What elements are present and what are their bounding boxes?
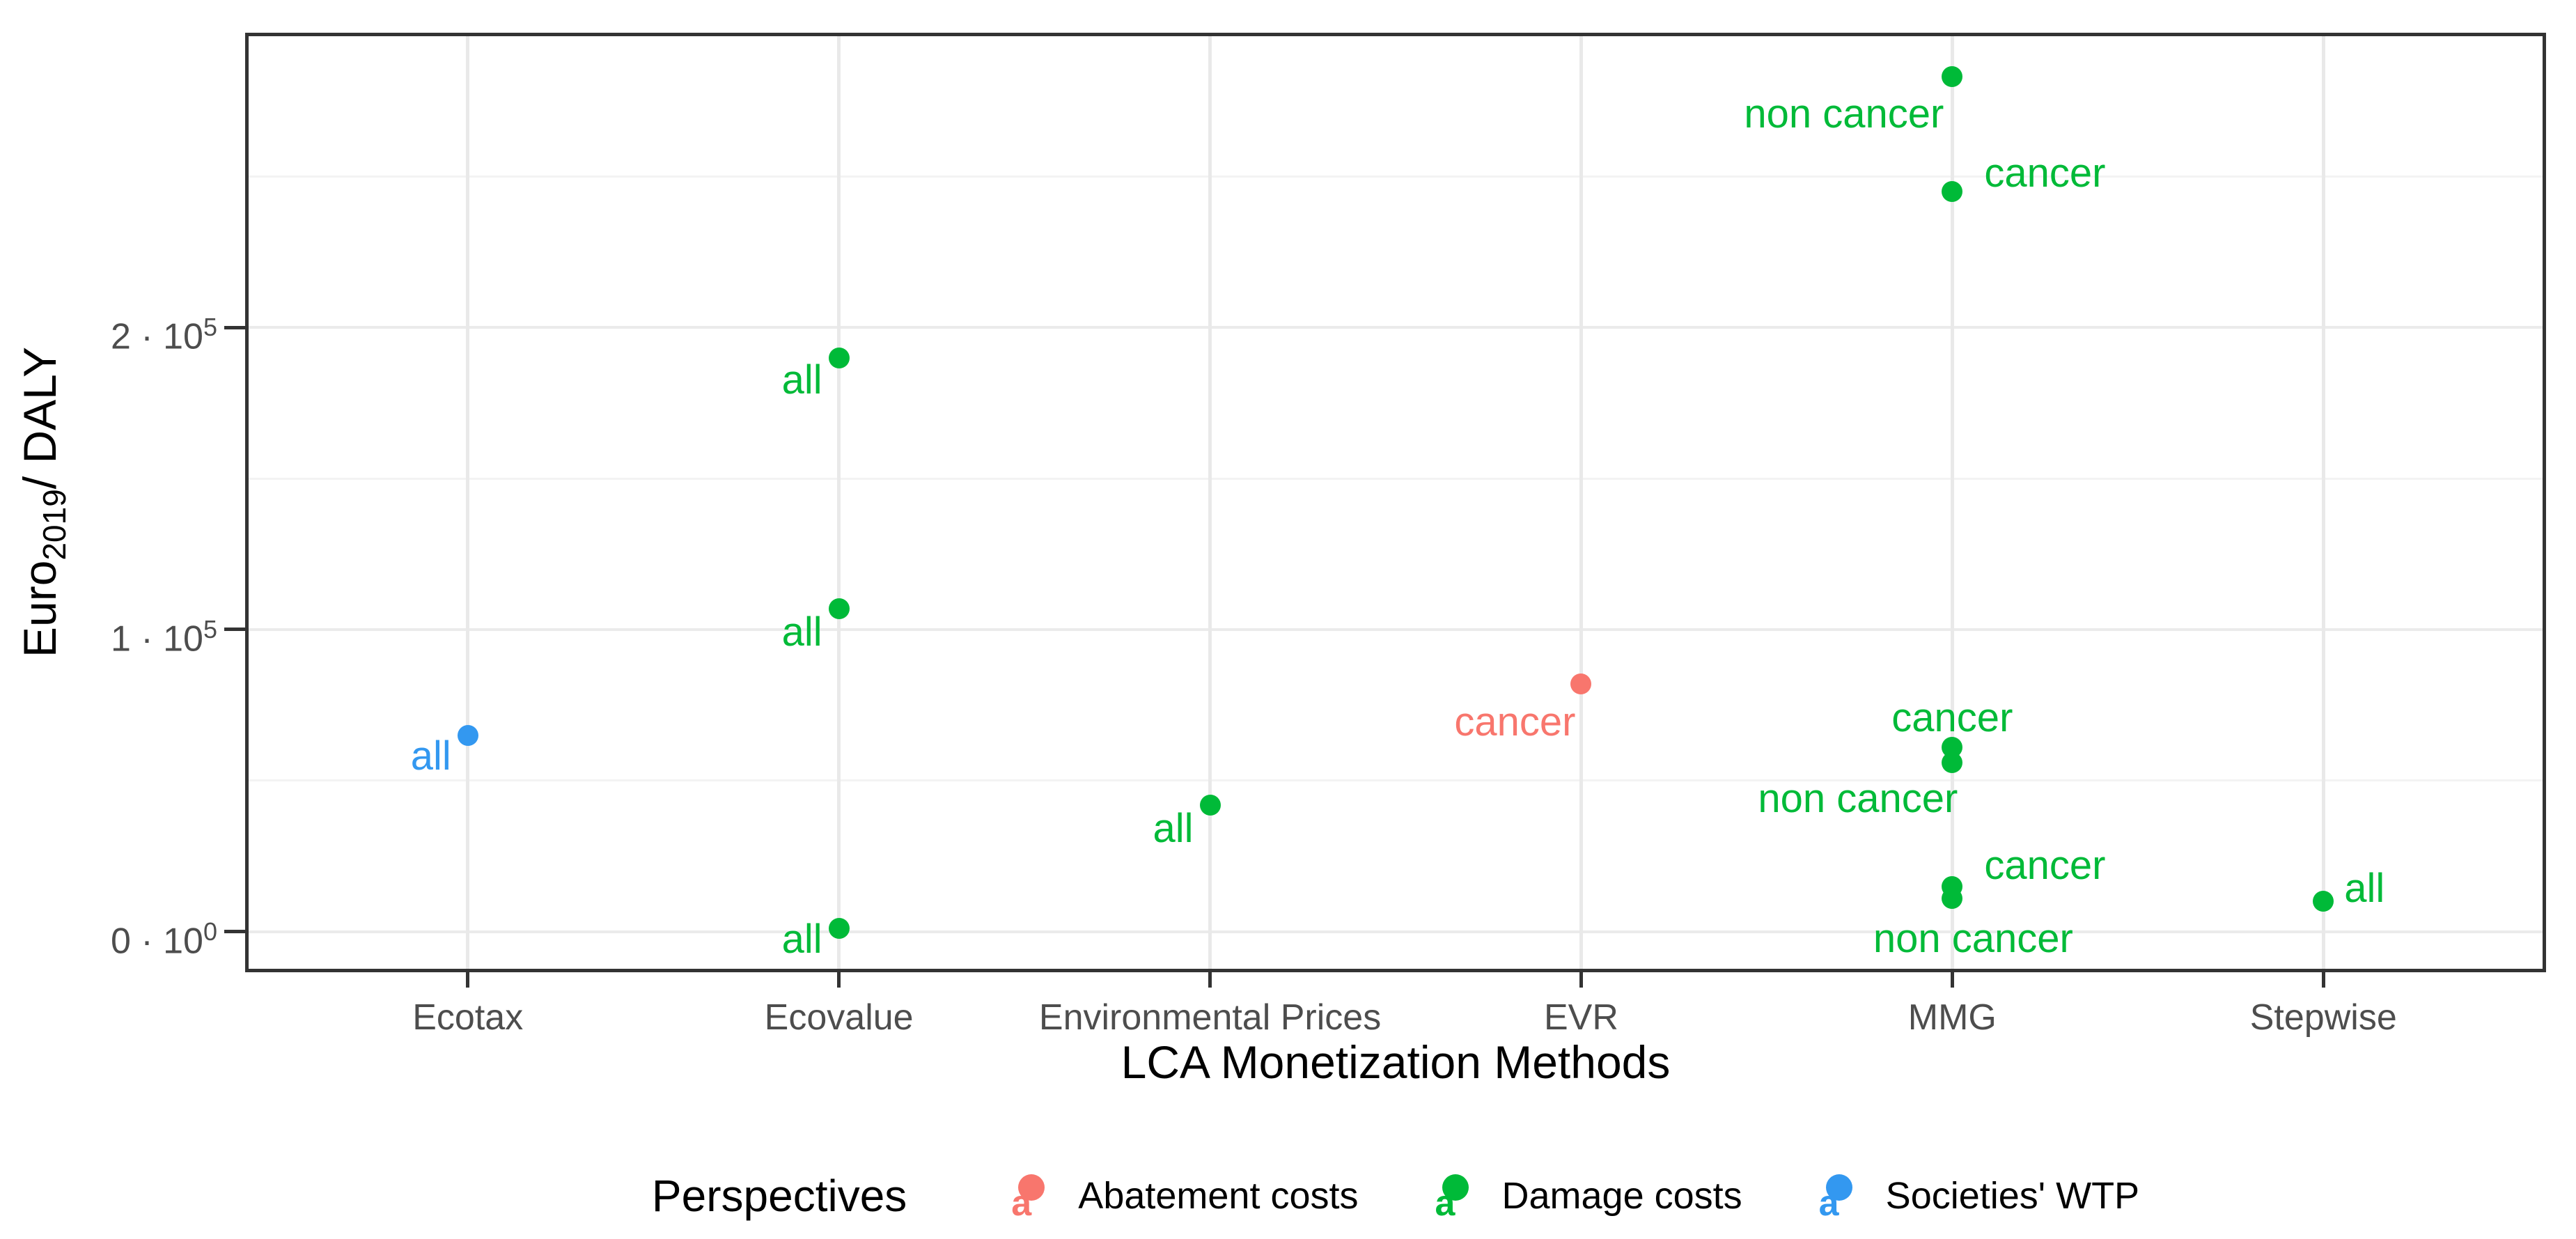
- x-axis-category-label: MMG: [1907, 997, 1997, 1038]
- y-axis-title: Euro2019/ DALY: [13, 347, 73, 657]
- y-axis-tick-label: 0 · 100: [110, 917, 217, 961]
- data-point-label: all: [781, 357, 822, 403]
- data-point-label: all: [781, 609, 822, 655]
- y-axis-tick-mark: [224, 325, 245, 329]
- legend-item-label: Damage costs: [1501, 1175, 1742, 1217]
- legend-item-label: Societies' WTP: [1885, 1175, 2140, 1217]
- gridline-horizontal-major: [245, 930, 2546, 933]
- data-point-label: non cancer: [1873, 915, 2073, 961]
- data-point-label: all: [1153, 805, 1194, 851]
- x-axis-category-label: Ecotax: [412, 997, 524, 1038]
- data-point: [828, 347, 850, 368]
- x-axis-tick-mark: [466, 972, 470, 988]
- data-point: [2313, 891, 2334, 912]
- data-point-label: all: [781, 917, 822, 963]
- gridline-horizontal-major: [245, 628, 2546, 631]
- gridline-horizontal-major: [245, 326, 2546, 329]
- legend-key-point-a-icon: a: [1435, 1174, 1473, 1222]
- legend-item: a Societies' WTP: [1819, 1174, 2140, 1222]
- data-point-label: cancer: [1891, 695, 2013, 741]
- y-axis-title-suffix: / DALY: [13, 347, 65, 490]
- data-point-label: cancer: [1984, 842, 2106, 888]
- legend: Perspectives a Abatement costs a Damage cos…: [245, 1153, 2546, 1239]
- data-point: [1199, 794, 1221, 816]
- legend-item: a Damage costs: [1435, 1174, 1742, 1222]
- legend-title: Perspectives: [651, 1171, 907, 1221]
- gridline-vertical: [466, 33, 470, 972]
- data-point: [1942, 181, 1963, 203]
- x-axis-tick-mark: [837, 972, 841, 988]
- legend-item-label: Abatement costs: [1078, 1175, 1359, 1217]
- data-point: [828, 918, 850, 940]
- x-axis-tick-mark: [1950, 972, 1954, 988]
- legend-glyph-point: [1442, 1174, 1469, 1201]
- gridline-horizontal-minor: [245, 779, 2546, 782]
- gridline-vertical: [1950, 33, 1954, 972]
- gridline-horizontal-minor: [245, 477, 2546, 480]
- gridline-vertical: [1208, 33, 1212, 972]
- data-point-label: all: [2344, 866, 2385, 912]
- data-point-label: non cancer: [1758, 775, 1958, 821]
- legend-item: a Abatement costs: [1011, 1174, 1359, 1222]
- legend-glyph-point: [1825, 1174, 1852, 1201]
- x-axis-category-label: Stepwise: [2249, 997, 2397, 1038]
- gridline-horizontal-minor: [245, 175, 2546, 178]
- plot-panel: [245, 33, 2546, 972]
- data-point: [1570, 673, 1592, 695]
- gridline-vertical: [2321, 33, 2325, 972]
- y-axis-tick-mark: [224, 930, 245, 934]
- legend-key-point-a-icon: a: [1011, 1174, 1049, 1222]
- x-axis-category-label: EVR: [1543, 997, 1618, 1038]
- data-point-label: cancer: [1984, 150, 2106, 196]
- gridline-vertical: [837, 33, 841, 972]
- data-point: [828, 598, 850, 619]
- legend-key-point-a-icon: a: [1819, 1174, 1857, 1222]
- x-axis-category-label: Environmental Prices: [1038, 997, 1382, 1038]
- y-axis-title-subscript: 2019: [36, 489, 73, 561]
- x-axis-tick-mark: [2321, 972, 2325, 988]
- x-axis-tick-mark: [1579, 972, 1583, 988]
- y-axis-tick-mark: [224, 628, 245, 632]
- data-point: [1942, 887, 1963, 909]
- data-point: [1942, 751, 1963, 773]
- data-point-label: cancer: [1454, 699, 1576, 745]
- data-point-label: non cancer: [1744, 91, 1944, 137]
- x-axis-tick-mark: [1208, 972, 1212, 988]
- data-point-label: all: [410, 733, 451, 779]
- y-axis-title-prefix: Euro: [13, 560, 65, 657]
- points-layer: all all all all all cancer non cancer cancer can…: [245, 33, 2546, 972]
- legend-glyph-point: [1018, 1174, 1045, 1201]
- data-point: [1942, 66, 1963, 88]
- data-point: [457, 724, 478, 746]
- x-axis-category-label: Ecovalue: [764, 997, 914, 1038]
- gridline-vertical: [1579, 33, 1583, 972]
- x-axis-title: LCA Monetization Methods: [1121, 1036, 1671, 1088]
